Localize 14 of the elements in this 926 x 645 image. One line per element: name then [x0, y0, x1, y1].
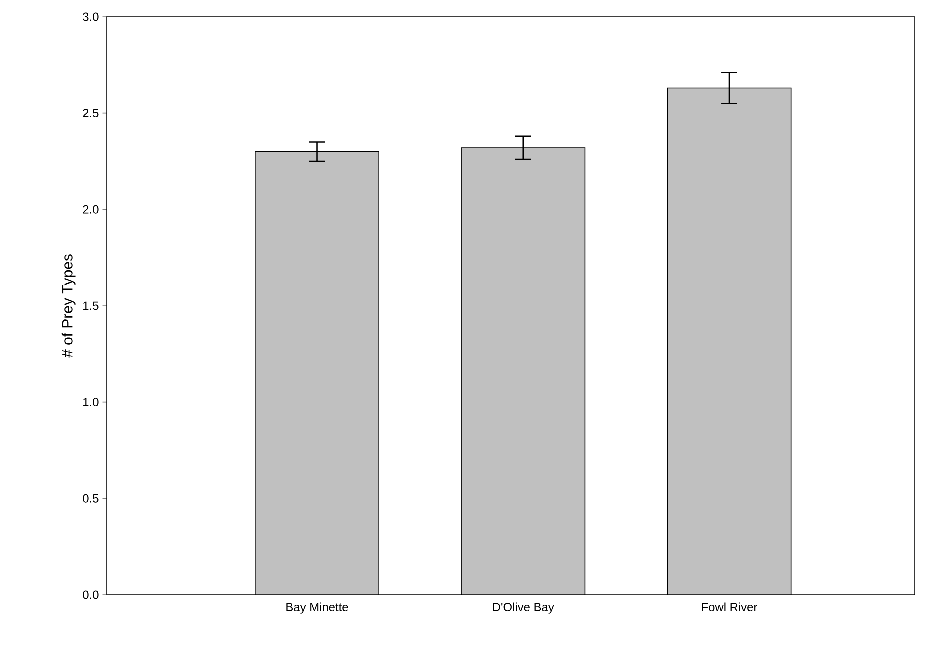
- bar: [667, 88, 792, 595]
- y-tick-label: 3.0: [83, 12, 99, 22]
- bar: [255, 151, 380, 595]
- y-tick-label: 0.0: [83, 590, 99, 600]
- y-axis-title: # of Prey Types: [62, 254, 76, 358]
- y-tick-label: 1.5: [84, 302, 99, 310]
- y-tick-label: 1.0: [84, 398, 99, 407]
- x-tick-label: Bay Minette: [286, 602, 348, 614]
- x-tick-label: Fowl River: [702, 602, 758, 612]
- x-tick-label: D'Olive Bay: [493, 602, 554, 614]
- y-tick-label: 2.5: [83, 109, 99, 118]
- y-tick-label: 2.0: [83, 205, 99, 214]
- y-tick-label: 0.5: [83, 494, 99, 503]
- bar: [461, 148, 586, 595]
